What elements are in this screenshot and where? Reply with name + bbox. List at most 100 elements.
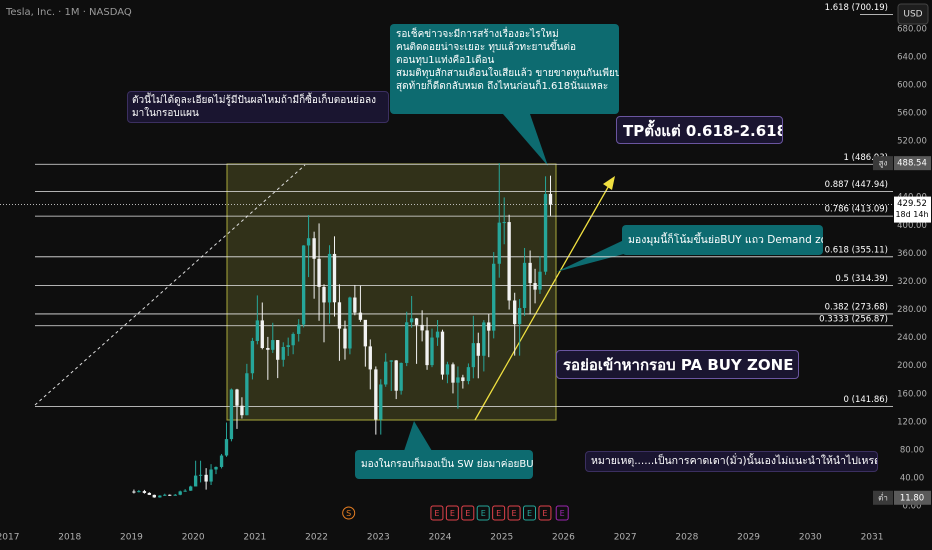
candle-body bbox=[301, 245, 306, 325]
candle-body bbox=[487, 322, 491, 331]
candle-body bbox=[482, 322, 486, 356]
event-label: E bbox=[450, 509, 455, 518]
candle-body bbox=[312, 238, 316, 259]
y-tick-label: 520.00 bbox=[897, 137, 927, 147]
candle-body bbox=[147, 492, 152, 495]
x-tick-label: 2020 bbox=[182, 533, 205, 543]
y-tick-label: 320.00 bbox=[897, 277, 927, 287]
arrow-head bbox=[603, 176, 615, 190]
x-tick-label: 2019 bbox=[120, 533, 143, 543]
price-label: 429.52 bbox=[897, 199, 927, 209]
y-tick-label: 560.00 bbox=[897, 109, 927, 119]
event-marker bbox=[342, 506, 356, 520]
callout-pointer bbox=[404, 421, 432, 451]
fib-label: 1.618 (700.19) bbox=[825, 3, 888, 13]
fib-label: 0.382 (273.68) bbox=[825, 302, 888, 312]
fib-label: 0.786 (413.09) bbox=[825, 205, 888, 215]
candle-body bbox=[245, 373, 249, 416]
candle-body bbox=[394, 360, 398, 391]
x-tick-label: 2027 bbox=[614, 533, 637, 543]
fib-label: 1 (486.93) bbox=[844, 153, 888, 163]
candle-body bbox=[353, 297, 357, 313]
candle-body bbox=[240, 405, 244, 416]
candle-body bbox=[414, 318, 419, 325]
annotation: มองมุมนี้ก็โน้มขึ้นย่อBUY แถว Demand zon… bbox=[622, 225, 823, 255]
x-tick-label: 2028 bbox=[675, 533, 698, 543]
candle-body bbox=[471, 343, 476, 368]
y-tick-label: 680.00 bbox=[897, 24, 927, 34]
annotation-line: ตอนทุบ1แท่งคือ1เดือน bbox=[396, 55, 495, 66]
annotation-line: รอเช็คข่าวจะมีการสร้างเรื่องอะไรใหม่ bbox=[396, 29, 559, 40]
candle-body bbox=[513, 300, 517, 325]
price-tag: ต่ำ bbox=[878, 491, 888, 502]
candle-body bbox=[317, 258, 321, 287]
candle-body bbox=[348, 297, 352, 349]
y-tick-label: 0.00 bbox=[903, 502, 922, 512]
annotation-line: สุดท้ายก็ดีดกลับหมด ถึงไหนก่อนก็1.618นั่… bbox=[396, 81, 609, 92]
x-tick-label: 2023 bbox=[367, 533, 390, 543]
annotation-line: ตัวนี้ไม่ได้ดูละเอียดไม่รู้มีปันผลไหมถ้า… bbox=[132, 95, 376, 106]
event-marker bbox=[492, 505, 506, 521]
y-tick-label: 400.00 bbox=[897, 221, 927, 231]
annotation: หมายเหตุ......เป็นการคาดเดา(มั่ว)นั้นเอง… bbox=[585, 451, 878, 472]
candle-body bbox=[522, 262, 527, 308]
candle-body bbox=[173, 494, 177, 496]
candle-body bbox=[209, 469, 213, 482]
event-label: E bbox=[434, 509, 439, 518]
candle-body bbox=[548, 193, 553, 205]
fib-label: 0.887 (447.94) bbox=[825, 180, 888, 190]
candle-body bbox=[142, 491, 147, 493]
x-tick-label: 2029 bbox=[737, 533, 760, 543]
currency[interactable]: USD bbox=[903, 10, 922, 20]
event-label: E bbox=[542, 509, 547, 518]
price-label-box bbox=[894, 196, 931, 223]
event-marker bbox=[445, 505, 459, 521]
x-tick-label: 2018 bbox=[58, 533, 81, 543]
y-tick-label: 360.00 bbox=[897, 249, 927, 259]
candle-body bbox=[492, 263, 496, 331]
fib-label: 0 (141.86) bbox=[844, 395, 888, 405]
candle-body bbox=[291, 333, 295, 346]
candle-body bbox=[327, 253, 332, 303]
annotation-line: มองมุมนี้ก็โน้มขึ้นย่อBUY แถว Demand zon… bbox=[628, 234, 823, 246]
candle-body bbox=[430, 337, 434, 366]
candle-body bbox=[440, 331, 445, 375]
event-marker bbox=[555, 505, 569, 521]
price-axis-panel bbox=[893, 0, 932, 550]
candle-body bbox=[528, 262, 532, 284]
candle-body bbox=[384, 361, 388, 385]
candle-body bbox=[343, 328, 347, 349]
candle-body bbox=[363, 319, 368, 347]
annotation: มองในกรอบก็มองเป็น SW ย่อมาค่อยBUY bbox=[355, 450, 533, 479]
fib-label: 0.3333 (256.87) bbox=[819, 314, 888, 324]
candle-body bbox=[389, 360, 393, 362]
x-tick-label: 2031 bbox=[861, 533, 884, 543]
candle-body bbox=[281, 347, 285, 360]
price-label-box bbox=[894, 156, 931, 171]
event-label: E bbox=[465, 509, 470, 518]
candle-body bbox=[198, 474, 203, 476]
candle-body bbox=[322, 286, 326, 303]
candle-body bbox=[266, 347, 270, 350]
annotation-line: มองในกรอบก็มองเป็น SW ย่อมาค่อยBUY bbox=[361, 459, 533, 470]
event-label: E bbox=[481, 509, 486, 518]
currency-box[interactable] bbox=[897, 3, 929, 25]
candle-body bbox=[250, 340, 255, 374]
symbol-title: Tesla, Inc. · 1M · NASDAQ bbox=[5, 7, 132, 18]
event-label: E bbox=[527, 509, 532, 518]
candle-body bbox=[229, 389, 234, 440]
candle-body bbox=[543, 193, 548, 272]
price-countdown: 18d 14h bbox=[895, 210, 928, 219]
price-tag-box bbox=[873, 490, 893, 505]
candle-body bbox=[224, 439, 229, 456]
candle-body bbox=[425, 330, 429, 366]
candle-body bbox=[409, 318, 414, 323]
arrow-line bbox=[474, 181, 612, 421]
candle-body bbox=[214, 466, 218, 470]
y-tick-label: 200.00 bbox=[897, 361, 927, 371]
candle-body bbox=[405, 322, 409, 363]
candle-body bbox=[420, 324, 424, 331]
candle-body bbox=[374, 369, 378, 420]
price-label-box bbox=[894, 490, 931, 505]
